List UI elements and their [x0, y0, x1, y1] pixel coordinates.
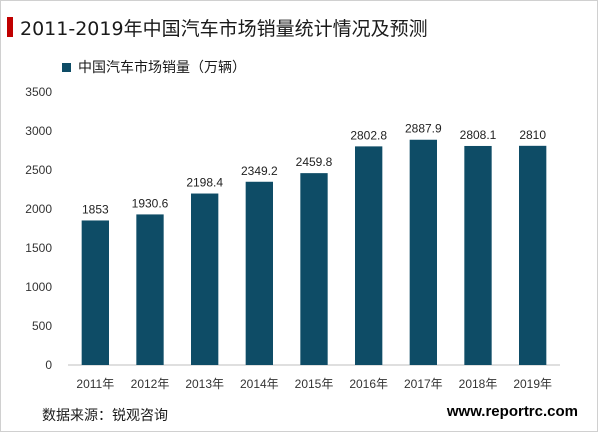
- chart-title: 2011-2019年中国汽车市场销量统计情况及预测: [20, 18, 428, 40]
- legend: 中国汽车市场销量（万辆）: [62, 57, 246, 77]
- data-label: 2810: [519, 128, 546, 142]
- bar: [355, 146, 383, 365]
- bar: [464, 145, 492, 365]
- bar: [300, 173, 328, 365]
- x-tick-label: 2012年: [131, 377, 170, 391]
- data-label: 2198.4: [186, 176, 223, 190]
- bar: [81, 220, 109, 365]
- y-tick-label: 0: [45, 358, 52, 372]
- bar: [245, 181, 273, 365]
- y-tick-label: 1500: [25, 241, 52, 255]
- x-tick-label: 2018年: [459, 377, 498, 391]
- data-label: 2808.1: [460, 128, 497, 142]
- x-tick-label: 2015年: [295, 377, 334, 391]
- x-tick-label: 2016年: [349, 377, 388, 391]
- x-tick-label: 2011年: [76, 377, 114, 391]
- source-note: 数据来源：锐观咨询: [42, 408, 168, 424]
- legend-label: 中国汽车市场销量（万辆）: [78, 60, 246, 76]
- bar: [519, 145, 547, 365]
- y-tick-label: 500: [32, 319, 52, 333]
- y-tick-label: 3500: [25, 85, 52, 99]
- x-tick-label: 2014年: [240, 377, 279, 391]
- website-url: www.reportrc.com: [446, 403, 578, 420]
- data-label: 2887.9: [405, 122, 442, 136]
- bar: [409, 139, 437, 365]
- x-tick-label: 2017年: [404, 377, 443, 391]
- data-label: 1930.6: [132, 196, 169, 210]
- data-label: 2459.8: [296, 155, 333, 169]
- data-label: 1853: [82, 202, 109, 216]
- x-tick-label: 2013年: [185, 377, 224, 391]
- bar: [136, 214, 164, 365]
- y-tick-label: 2000: [25, 202, 52, 216]
- y-tick-label: 1000: [25, 280, 52, 294]
- x-tick-label: 2019年: [513, 377, 552, 391]
- y-tick-label: 2500: [25, 163, 52, 177]
- bar: [191, 193, 219, 365]
- title-accent-bar: [7, 17, 13, 37]
- data-label: 2349.2: [241, 164, 278, 178]
- data-label: 2802.8: [350, 128, 387, 142]
- legend-swatch: [62, 62, 71, 72]
- y-tick-label: 3000: [25, 124, 52, 138]
